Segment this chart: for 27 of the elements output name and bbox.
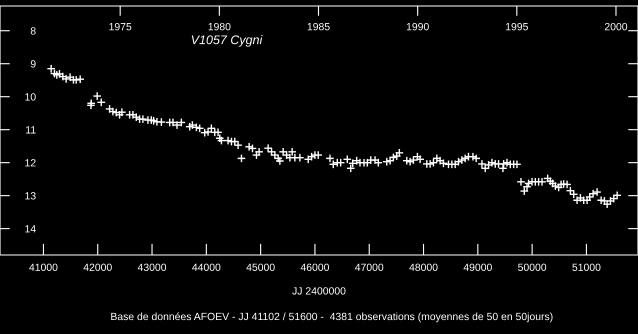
x-tick-label: 48000 xyxy=(409,264,438,271)
x-tick-label: 41000 xyxy=(29,264,58,271)
y-tick-label: 13 xyxy=(25,192,36,200)
x-tick-label: 49000 xyxy=(464,264,492,271)
y-tick-label: 11 xyxy=(26,126,36,134)
x2-tick-label: 1995 xyxy=(506,22,528,30)
y-tick-label: 14 xyxy=(25,225,36,232)
x2-tick-label: 2000 xyxy=(604,22,628,30)
text: V1057 Cygni xyxy=(192,35,263,47)
x-tick-label: 44000 xyxy=(192,264,220,271)
x2-tick-label: 1990 xyxy=(406,22,429,30)
y-tick-label: 10 xyxy=(25,93,36,101)
x2-tick-label: 1985 xyxy=(308,22,330,30)
x-tick-label: 50000 xyxy=(518,264,546,271)
y-tick-label: 9 xyxy=(30,60,36,68)
x2-tick-label: 1980 xyxy=(208,22,231,30)
x-tick-label: 47000 xyxy=(354,264,384,271)
y-tick-label: 12 xyxy=(25,159,36,166)
text: Base de données AFOEV - JJ 41102 / 51600 - 4381 observations (moyennes de 50 en 50jours) xyxy=(111,312,553,322)
x2-tick-label: 1975 xyxy=(109,22,132,30)
x-axis-title: JJ 2400000 xyxy=(292,287,346,295)
x-tick-label: 45000 xyxy=(246,264,275,271)
x-tick-label: 42000 xyxy=(83,264,112,271)
x-tick-label: 46000 xyxy=(300,264,330,271)
x-tick-label: 51000 xyxy=(572,264,600,271)
x-tick-label: 43000 xyxy=(138,264,166,271)
y-tick-label: 8 xyxy=(30,27,36,35)
